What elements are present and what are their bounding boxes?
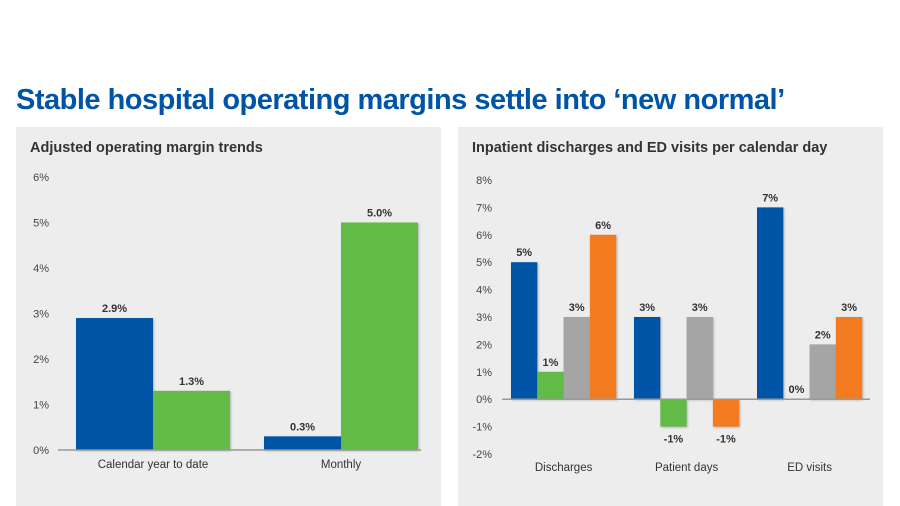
y-tick-label: 5% xyxy=(476,257,492,269)
bar xyxy=(589,234,617,400)
bar xyxy=(686,317,713,400)
data-label: 0.3% xyxy=(290,421,315,433)
bar xyxy=(835,317,863,400)
data-label: 1.3% xyxy=(179,376,204,388)
category-label: Patient days xyxy=(655,462,719,474)
volume-chart: -2% -1% 0% 1% 2% 3% 4% 5% 6% 7% 8% 5% 1% 3% 6% Discharg… xyxy=(472,175,870,474)
data-label: -1% xyxy=(664,434,684,446)
y-tick-label: -2% xyxy=(472,449,492,461)
y-tick-label: 2% xyxy=(33,354,49,366)
data-label: 6% xyxy=(595,220,611,232)
bar xyxy=(537,371,564,400)
y-tick-label: 6% xyxy=(33,172,49,184)
y-tick-label: 4% xyxy=(476,285,492,297)
volume-chart-panel: Inpatient discharges and ED visits per c… xyxy=(458,127,883,506)
data-label: -1% xyxy=(716,434,736,446)
y-tick-label: 4% xyxy=(33,263,49,275)
margin-chart-panel: Adjusted operating margin trends 0% 1% 2% 3… xyxy=(16,127,441,506)
bar xyxy=(660,399,687,427)
y-tick-label: 8% xyxy=(476,175,492,187)
page-title: Stable hospital operating margins settle… xyxy=(16,84,785,116)
bar xyxy=(563,317,590,400)
category-label: ED visits xyxy=(787,462,832,474)
category-label: Calendar year to date xyxy=(98,459,209,471)
y-tick-label: -1% xyxy=(472,422,492,434)
data-label: 1% xyxy=(542,357,558,369)
bar xyxy=(757,207,784,400)
bar xyxy=(712,399,740,427)
bar xyxy=(341,222,418,450)
y-tick-label: 1% xyxy=(33,400,49,412)
data-label: 7% xyxy=(762,192,778,204)
bar xyxy=(76,318,153,450)
chart-title: Adjusted operating margin trends xyxy=(30,140,263,156)
y-tick-label: 6% xyxy=(476,230,492,242)
bar xyxy=(153,390,230,450)
data-label: 5.0% xyxy=(367,208,392,220)
bar xyxy=(809,344,836,400)
y-tick-label: 3% xyxy=(476,312,492,324)
category-label: Monthly xyxy=(321,459,362,471)
data-label: 3% xyxy=(841,302,857,314)
y-tick-label: 7% xyxy=(476,202,492,214)
bar xyxy=(511,262,538,400)
y-tick-label: 1% xyxy=(476,367,492,379)
data-label: 2% xyxy=(815,329,831,341)
data-label: 3% xyxy=(569,302,585,314)
data-label: 3% xyxy=(639,302,655,314)
y-tick-label: 0% xyxy=(476,394,492,406)
data-label: 3% xyxy=(692,302,708,314)
chart-title: Inpatient discharges and ED visits per c… xyxy=(472,140,828,156)
y-tick-label: 2% xyxy=(476,339,492,351)
data-label: 0% xyxy=(788,384,804,396)
margin-chart: 0% 1% 2% 3% 4% 5% 6% 2.9% 1.3% Calendar year to d… xyxy=(33,172,421,471)
data-label: 2.9% xyxy=(102,303,127,315)
bar xyxy=(264,436,341,450)
y-tick-label: 0% xyxy=(33,445,49,457)
category-label: Discharges xyxy=(535,462,593,474)
y-tick-label: 5% xyxy=(33,218,49,230)
y-tick-label: 3% xyxy=(33,309,49,321)
data-label: 5% xyxy=(516,247,532,259)
bar xyxy=(634,317,661,400)
